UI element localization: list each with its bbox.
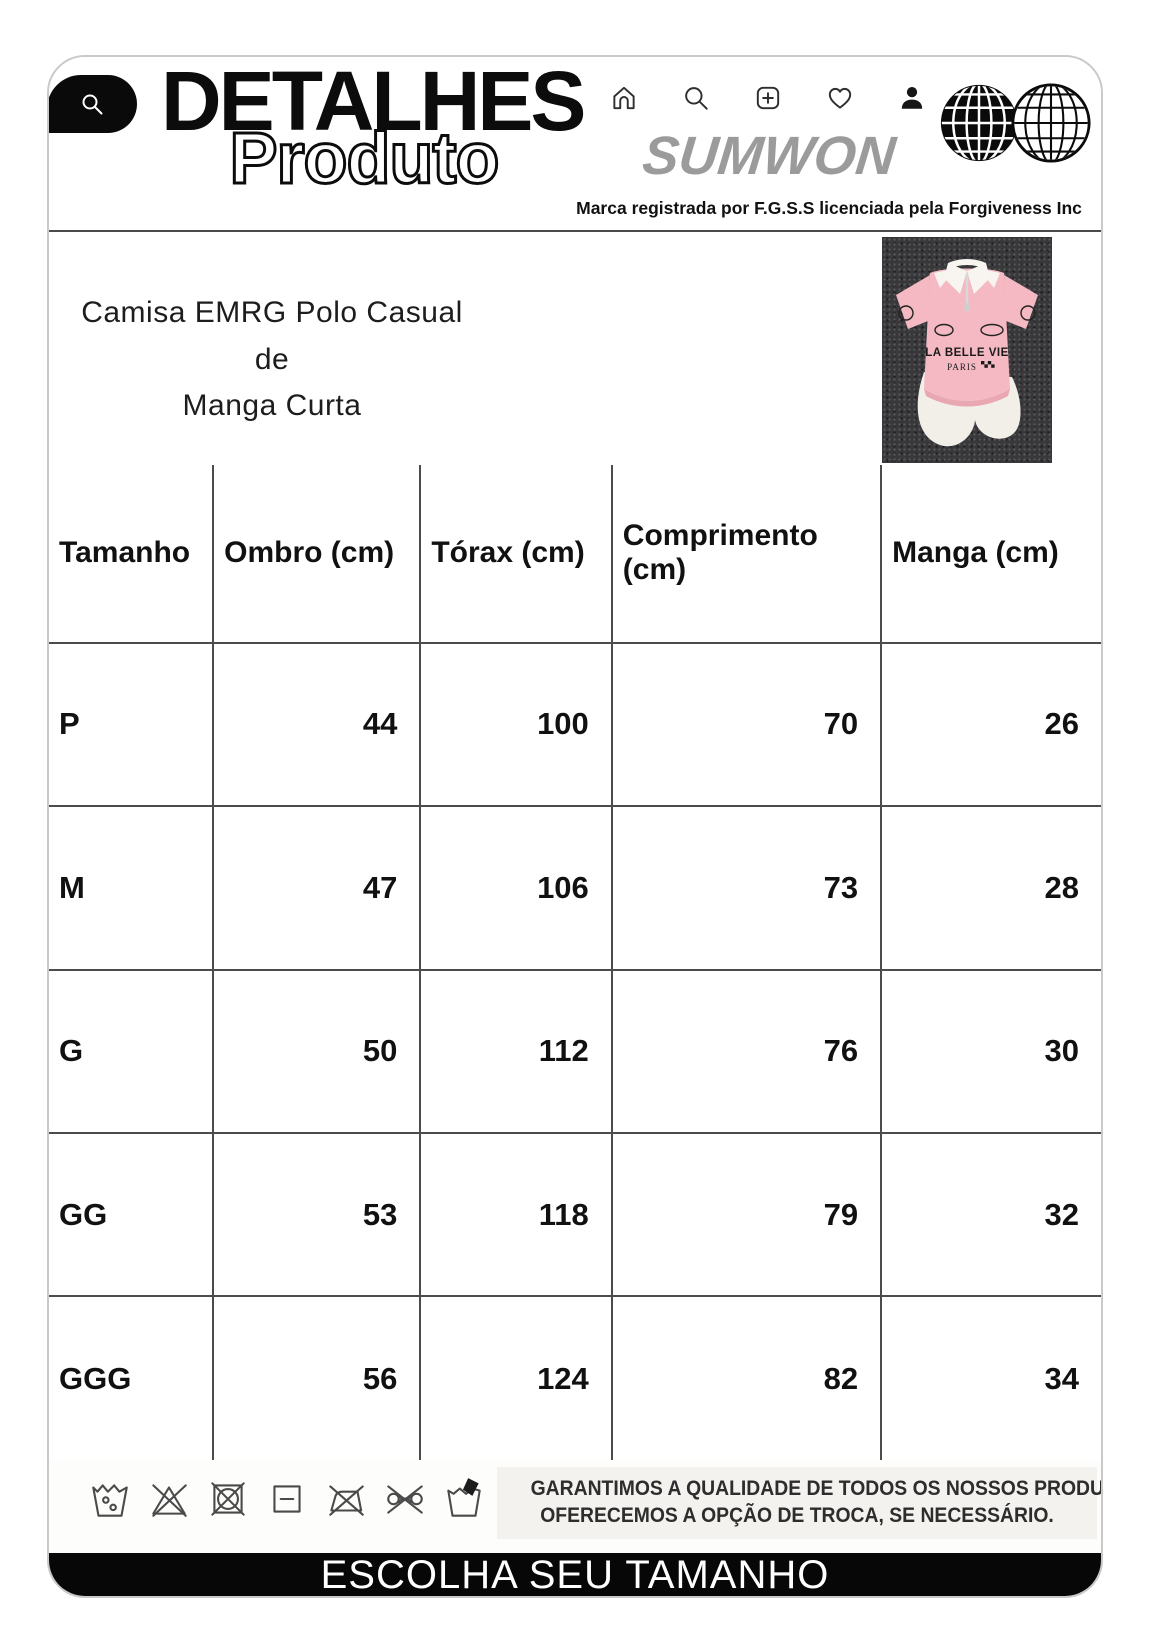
guarantee-text: GARANTIMOS A QUALIDADE DE TODOS OS NOSSO… xyxy=(497,1467,1103,1539)
no-bleach-icon xyxy=(152,1484,187,1517)
table-header-row: Tamanho Ombro (cm) Tórax (cm) Compriment… xyxy=(49,465,1101,644)
search-pill-button[interactable] xyxy=(49,75,137,133)
product-image: LA BELLE VIE PARIS xyxy=(882,237,1052,463)
brand-logo xyxy=(939,83,1091,163)
value-ombro: 47 xyxy=(212,805,422,971)
value-torax: 100 xyxy=(419,641,613,808)
profile-icon[interactable] xyxy=(897,83,927,113)
search-icon[interactable] xyxy=(681,83,711,113)
globe-outline-icon xyxy=(1011,83,1091,163)
shirt-text-main: LA BELLE VIE xyxy=(925,347,1009,359)
value-comprimento: 70 xyxy=(610,641,883,808)
product-title-line2: Manga Curta xyxy=(182,389,362,422)
value-comprimento: 73 xyxy=(610,805,883,971)
guarantee-line2: OFERECEMOS A OPÇÃO DE TROCA, SE NECESSÁR… xyxy=(540,1502,1054,1527)
page-title: DETALHES xyxy=(161,55,586,148)
polo-shirt-illustration: LA BELLE VIE PARIS xyxy=(896,259,1038,447)
value-torax: 106 xyxy=(419,805,613,971)
table-row-m: M 47 106 73 28 xyxy=(49,805,1101,971)
col-header-torax: Tórax (cm) xyxy=(419,465,613,644)
heart-icon[interactable] xyxy=(825,83,855,113)
page-subtitle: Produto xyxy=(228,119,501,199)
value-comprimento: 82 xyxy=(610,1295,883,1460)
col-header-manga: Manga (cm) xyxy=(880,465,1101,644)
value-comprimento: 76 xyxy=(610,968,883,1134)
value-torax: 112 xyxy=(419,968,613,1134)
care-icons-row xyxy=(87,1476,487,1522)
value-torax: 118 xyxy=(419,1131,613,1298)
size-label: GG xyxy=(49,1131,215,1298)
value-ombro: 50 xyxy=(212,968,422,1134)
brand-name: SUMWON xyxy=(639,126,899,186)
table-row-p: P 44 100 70 26 xyxy=(49,641,1101,808)
size-label: P xyxy=(49,641,215,808)
guarantee-line1: GARANTIMOS A QUALIDADE DE TODOS OS NOSSO… xyxy=(530,1476,1103,1500)
table-row-ggg: GGG 56 124 82 34 xyxy=(49,1295,1101,1460)
size-table: Tamanho Ombro (cm) Tórax (cm) Compriment… xyxy=(49,465,1101,1460)
choose-size-button[interactable]: ESCOLHA SEU TAMANHO xyxy=(49,1553,1101,1596)
value-manga: 32 xyxy=(880,1131,1101,1298)
size-label: M xyxy=(49,805,215,971)
trademark-text: Marca registrada por F.G.S.S licenciada … xyxy=(576,198,1082,218)
dry-flat-icon xyxy=(273,1485,301,1513)
globe-filled-icon xyxy=(940,84,1018,162)
no-wring-icon xyxy=(387,1485,423,1514)
footer-strip: GARANTIMOS A QUALIDADE DE TODOS OS NOSSO… xyxy=(49,1460,1101,1553)
size-table-section: Tamanho Ombro (cm) Tórax (cm) Compriment… xyxy=(49,465,1101,1460)
nav-icon-bar xyxy=(609,83,927,113)
home-icon[interactable] xyxy=(609,83,639,113)
value-manga: 26 xyxy=(880,641,1101,808)
col-header-tamanho: Tamanho xyxy=(49,465,215,644)
product-title-line1: Camisa EMRG Polo Casual de xyxy=(81,296,463,376)
add-icon[interactable] xyxy=(753,83,783,113)
value-manga: 28 xyxy=(880,805,1101,971)
checkered-flag-motif xyxy=(981,361,995,368)
product-section: Camisa EMRG Polo Casual de Manga Curta xyxy=(49,232,1101,465)
shirt-text-paris: PARIS xyxy=(947,362,977,372)
no-iron-icon xyxy=(329,1485,364,1516)
header: DETALHES Produto xyxy=(49,57,1101,232)
product-title: Camisa EMRG Polo Casual de Manga Curta xyxy=(62,290,482,430)
value-ombro: 44 xyxy=(212,641,422,808)
value-manga: 30 xyxy=(880,968,1101,1134)
search-icon xyxy=(82,94,103,115)
col-header-comprimento: Comprimento (cm) xyxy=(610,465,883,644)
value-comprimento: 79 xyxy=(610,1131,883,1298)
table-row-g: G 50 112 76 30 xyxy=(49,968,1101,1134)
value-ombro: 56 xyxy=(212,1295,422,1460)
value-torax: 124 xyxy=(419,1295,613,1460)
value-manga: 34 xyxy=(880,1295,1101,1460)
hand-wash-icon xyxy=(447,1478,481,1517)
no-tumble-dry-icon xyxy=(211,1482,245,1516)
product-card: DETALHES Produto xyxy=(47,55,1103,1598)
value-ombro: 53 xyxy=(212,1131,422,1298)
col-header-ombro: Ombro (cm) xyxy=(212,465,422,644)
wash-tub-icon xyxy=(92,1484,128,1517)
table-row-gg: GG 53 118 79 32 xyxy=(49,1131,1101,1298)
size-label: GGG xyxy=(49,1295,215,1460)
size-label: G xyxy=(49,968,215,1134)
